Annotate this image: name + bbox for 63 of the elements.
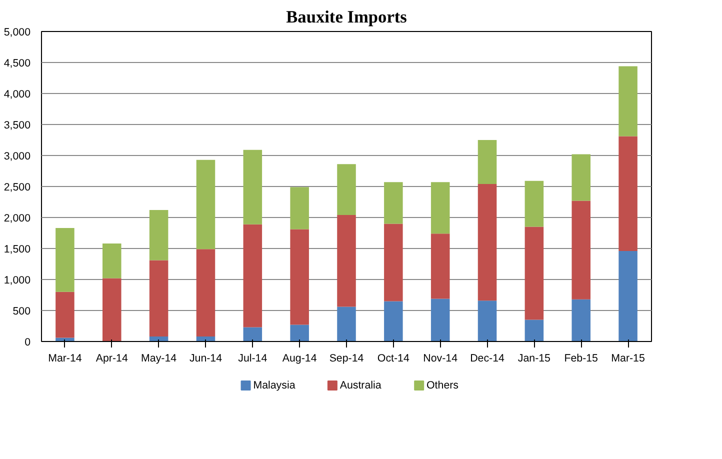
bar [290,229,309,325]
y-tick-label: 2,000 [4,212,31,224]
x-tick-label: Dec-14 [470,352,505,364]
bar [56,292,74,338]
y-tick-label: 500 [12,306,31,318]
bar [384,301,403,342]
bar [290,187,309,230]
y-tick-label: 2,500 [4,182,31,194]
bar [384,182,403,224]
y-tick-label: 4,000 [4,88,31,100]
bar [572,154,590,201]
y-tick-label: 3,500 [4,120,31,132]
legend-label: Australia [340,380,382,392]
y-tick-label: 5,000 [4,26,31,38]
bar [430,298,450,342]
x-tick-label: Feb-15 [564,352,598,364]
bar [149,210,168,260]
bar [243,327,262,342]
y-tick-label: 0 [24,336,31,348]
bar [243,224,262,328]
y-tick-label: 1,000 [4,274,31,286]
x-tick-label: Apr-14 [96,352,128,364]
bar [102,244,122,278]
x-tick-label: Jul-14 [238,352,268,364]
y-tick-label: 1,500 [4,244,31,256]
chart-title: Bauxite Imports [286,8,408,26]
bar [243,150,262,224]
bar [196,249,216,337]
bar [337,306,356,342]
bar [149,260,168,337]
bar [572,299,590,342]
bar [478,140,497,184]
x-tick-label: Jan-15 [518,352,551,364]
bar [478,184,497,301]
bar [430,234,450,299]
bar [56,228,74,292]
bar [337,164,356,216]
y-tick-label: 4,500 [4,58,31,70]
x-tick-label: Jun-14 [189,352,222,364]
bar [618,136,638,251]
x-tick-label: Aug-14 [282,352,317,364]
bar [524,320,544,342]
y-tick-label: 3,000 [4,150,31,162]
bar [618,250,638,342]
x-tick-label: Mar-14 [48,352,82,364]
legend-label: Others [426,380,458,392]
legend-label: Malaysia [253,380,296,392]
bar [524,180,544,227]
bar [337,215,356,307]
bar [430,182,450,234]
x-tick-label: Oct-14 [377,352,410,364]
bar [478,300,497,342]
x-tick-label: Nov-14 [423,352,458,364]
bar [290,324,309,342]
x-tick-label: Sep-14 [329,352,364,364]
bar [102,278,122,342]
bar [196,160,216,250]
bar [524,226,544,320]
bar [618,66,638,136]
bar [572,200,590,300]
x-tick-label: Mar-15 [611,352,645,364]
x-tick-label: May-14 [141,352,177,364]
bar [384,224,403,302]
